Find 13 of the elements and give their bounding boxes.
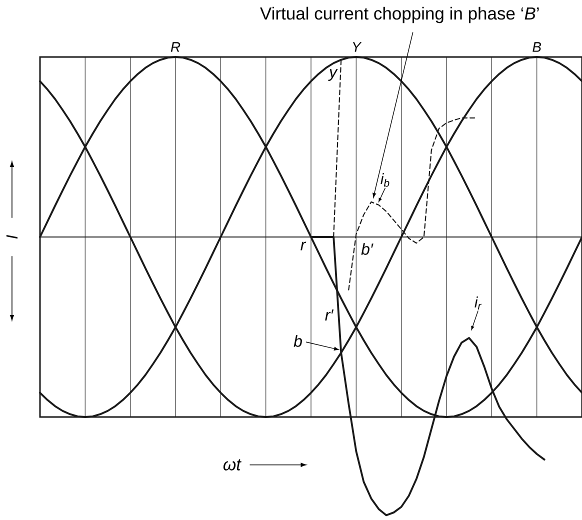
annotation: b′ xyxy=(361,243,374,255)
y-axis-title: I xyxy=(6,234,18,239)
annotation: b xyxy=(294,335,302,347)
series-label: i$_{b}$ xyxy=(380,173,390,187)
series-label: Y xyxy=(352,42,362,52)
series-label: R xyxy=(170,42,180,52)
text: Virtual current chopping in phase ‘B’ xyxy=(260,6,539,24)
annotation: y xyxy=(328,69,338,81)
annotation: r′ xyxy=(325,310,334,321)
series-label: i$_{r}$ xyxy=(474,296,482,310)
series-label: B xyxy=(532,42,542,52)
x-axis-title: ωt xyxy=(223,459,242,470)
annotation: r xyxy=(300,242,306,250)
